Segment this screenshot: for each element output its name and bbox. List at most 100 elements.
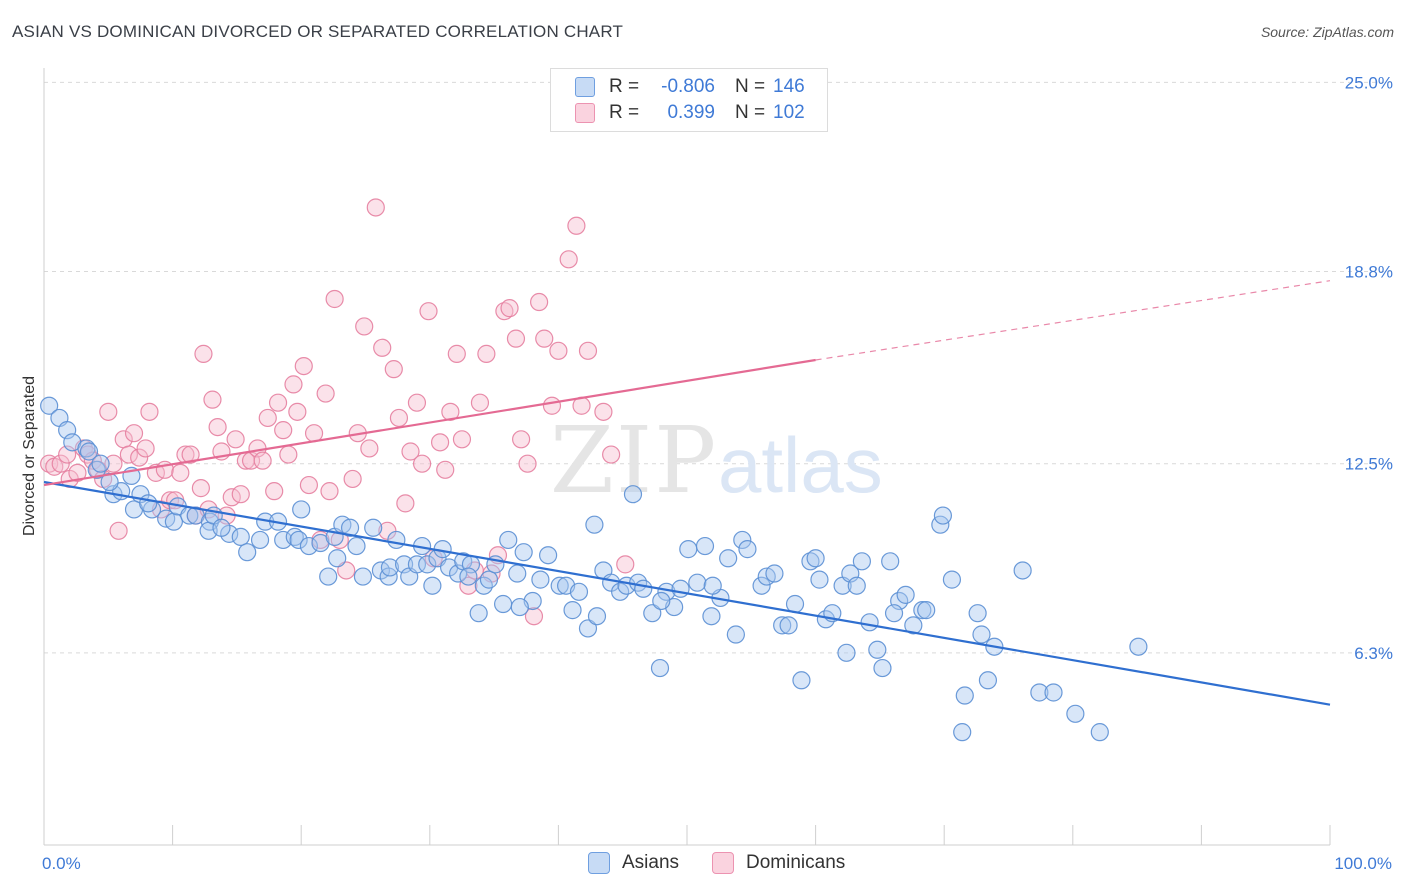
asian-point — [289, 530, 308, 550]
asian-point — [703, 576, 722, 595]
dominican-point — [459, 576, 478, 595]
r-value: 0.399 — [667, 102, 715, 123]
dominican-point — [104, 454, 123, 473]
y-tick-labels: 6.3% 12.5% 18.8% 25.0% — [1345, 73, 1393, 662]
asian-point — [510, 597, 529, 617]
asian-point — [671, 579, 690, 598]
y-tick-label: 18.8% — [1345, 263, 1393, 282]
grid-lines — [44, 81, 1392, 654]
x-tick-label: 100.0% — [1334, 854, 1392, 873]
asian-point — [364, 518, 383, 537]
asian-point — [531, 570, 550, 589]
asian-point — [585, 515, 604, 534]
asian-point — [380, 558, 400, 577]
dominican-point — [140, 402, 159, 421]
asian-point — [578, 619, 598, 638]
dominican-point — [430, 433, 450, 452]
asian-point — [868, 640, 887, 659]
dominican-point — [226, 430, 245, 449]
dominican-point — [320, 482, 339, 501]
asian-point — [917, 601, 936, 620]
x-tick-labels: 0.0% 100.0% — [42, 854, 1392, 873]
asian-point — [379, 567, 398, 586]
asian-point — [1090, 723, 1109, 742]
asian-point — [550, 576, 569, 595]
asian-point — [494, 594, 513, 614]
asian-point — [387, 530, 406, 550]
n-value: 146 — [773, 76, 805, 97]
asian-point — [340, 518, 360, 537]
asian-point — [1066, 704, 1085, 723]
y-axis-label: Divorced or Separated — [21, 376, 38, 536]
asian-point — [587, 607, 607, 626]
dominican-point — [274, 421, 293, 440]
dominican-point — [258, 408, 277, 428]
dominican-point — [337, 561, 356, 580]
asian-point — [274, 530, 293, 550]
asian-point — [881, 552, 900, 571]
dominican-point — [284, 375, 303, 394]
dominican-point — [268, 393, 288, 412]
asian-point — [347, 536, 366, 556]
asian-point — [726, 625, 745, 644]
dominican-point — [253, 451, 272, 470]
asian-point — [779, 616, 798, 635]
legend-item-dominicans: Dominicans — [712, 852, 845, 874]
asian-point — [1129, 637, 1148, 656]
dominican-point — [602, 445, 621, 464]
asian-point — [40, 396, 59, 415]
dominican-point — [265, 482, 284, 501]
asian-point — [459, 567, 478, 586]
asian-point — [514, 543, 533, 562]
asian-point — [972, 625, 991, 644]
dominican-point — [208, 417, 227, 437]
asian-point — [719, 549, 738, 568]
dominican-point — [470, 393, 490, 412]
asian-point — [806, 549, 825, 568]
dominican-point — [130, 448, 149, 467]
source-label: Source: ZipAtlas.com — [1260, 24, 1394, 40]
dominican-point — [124, 424, 144, 443]
dominican-point — [518, 454, 537, 473]
asian-point — [299, 536, 319, 556]
asian-point — [77, 439, 96, 458]
n-label: N = — [735, 76, 766, 97]
dominican-point — [360, 439, 379, 458]
asian-point — [752, 576, 771, 595]
r-value: -0.806 — [661, 76, 715, 97]
dominican-point — [500, 299, 519, 318]
dominican-point — [452, 430, 472, 449]
y-tick-label: 6.3% — [1354, 644, 1393, 663]
dominican-point — [512, 430, 531, 449]
dominican-point — [419, 302, 438, 321]
dominican-trend-line — [43, 358, 816, 487]
legend-row-dominicans: R = 0.399 N = 102 — [575, 101, 805, 125]
asian-point — [810, 570, 829, 589]
dominican-point — [171, 463, 190, 482]
dominican-point — [366, 198, 385, 217]
asian-point — [733, 530, 752, 550]
asian-point — [79, 442, 99, 461]
dominican-point — [109, 521, 128, 540]
dominican-point — [99, 402, 118, 421]
asian-point — [884, 604, 904, 623]
asian-point — [563, 601, 582, 620]
dominican-point — [330, 530, 349, 550]
dominican-point — [181, 445, 200, 464]
asian-point — [978, 671, 998, 690]
legend-label-dominicans: Dominicans — [746, 852, 846, 873]
asian-point — [469, 604, 488, 623]
asian-point — [139, 494, 158, 513]
dominican-point — [524, 607, 544, 626]
dominican-point — [594, 402, 613, 421]
asian-points — [40, 396, 1148, 742]
dominican-point — [304, 424, 324, 443]
asian-trend-line — [43, 480, 1331, 706]
dominican-point — [384, 360, 403, 379]
asian-point — [353, 567, 373, 586]
asian-point — [679, 540, 698, 559]
asian-point — [569, 582, 589, 601]
dominican-point — [389, 408, 409, 428]
stats-legend: R = -0.806 N = 146 R = 0.399 N = 102 — [550, 68, 828, 132]
